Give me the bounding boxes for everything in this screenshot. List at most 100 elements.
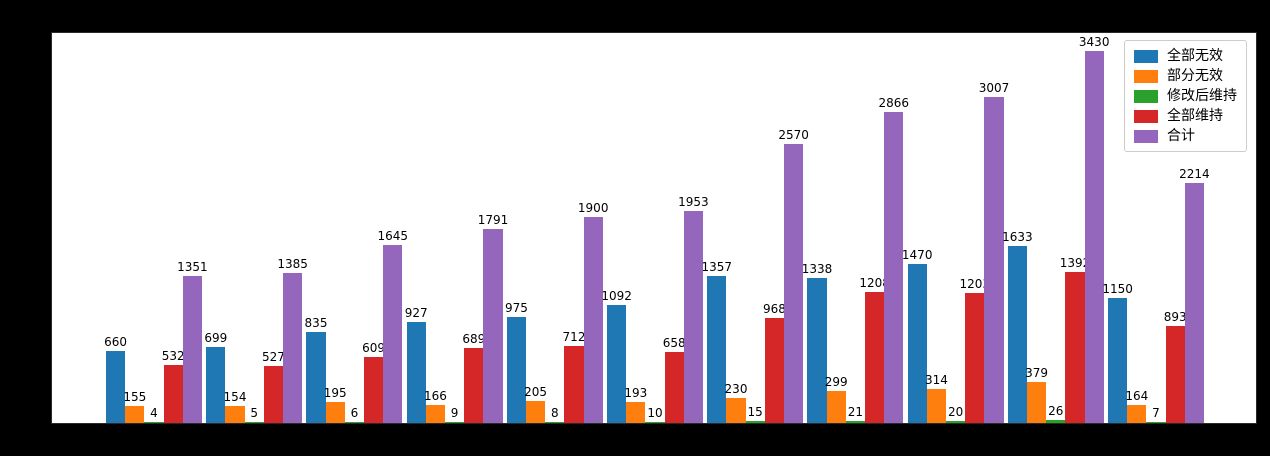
bar-value-label: 26 — [1048, 404, 1064, 419]
bar-value-label: 1470 — [901, 247, 933, 262]
bar — [464, 348, 484, 423]
bar — [144, 422, 164, 423]
bar-value-label: 658 — [662, 335, 686, 350]
bar — [907, 263, 927, 423]
bar — [244, 422, 264, 423]
bar-value-label: 6 — [350, 406, 359, 420]
bar-value-label: 1092 — [601, 288, 632, 303]
bar-value-label: 7 — [1152, 406, 1160, 420]
bar-value-label: 15 — [747, 405, 763, 420]
bar — [306, 332, 326, 423]
bar-value-label: 1645 — [377, 228, 409, 243]
bar — [745, 421, 765, 423]
bar — [263, 365, 283, 423]
legend: 全部无效部分无效修改后维持全部维持合计 — [1124, 40, 1247, 152]
bar — [1065, 272, 1085, 423]
plot-area: 660 155 4 532 1351 699 154 5 527 1385 835 195 6 609 16… — [51, 32, 1257, 424]
bar — [483, 228, 503, 423]
bar — [645, 421, 665, 423]
bar-value-label: 532 — [161, 349, 185, 364]
bar-value-label: 927 — [404, 306, 428, 321]
bar — [1127, 405, 1147, 423]
bar-value-label: 3430 — [1078, 34, 1110, 49]
bar-value-label: 20 — [947, 404, 964, 419]
bar — [683, 211, 703, 423]
bar — [764, 318, 784, 423]
bar — [545, 422, 565, 423]
bar — [344, 422, 364, 423]
bar — [325, 401, 345, 423]
bar-value-label: 1900 — [577, 200, 609, 215]
bar-value-label: 155 — [123, 390, 147, 405]
bar-value-label: 2214 — [1179, 166, 1210, 181]
bar — [1046, 420, 1066, 423]
bar-value-label: 166 — [423, 389, 447, 403]
bar-value-label: 314 — [924, 372, 948, 387]
bar-value-label: 230 — [724, 382, 748, 397]
bar-value-label: 2866 — [878, 96, 910, 111]
bar-value-label: 893 — [1163, 310, 1187, 325]
legend-entry: 全部维持 — [1134, 106, 1237, 126]
bar — [163, 365, 183, 423]
bar-value-label: 9 — [450, 406, 459, 420]
bar-value-label: 3007 — [978, 80, 1010, 95]
legend-entry: 部分无效 — [1134, 66, 1237, 86]
bar — [506, 317, 526, 423]
bar-value-label: 379 — [1025, 365, 1049, 380]
bar-value-label: 299 — [824, 374, 848, 389]
bar-value-label: 195 — [323, 385, 347, 400]
legend-label: 修改后维持 — [1167, 88, 1237, 104]
legend-entry: 合计 — [1134, 126, 1237, 146]
legend-label: 全部维持 — [1167, 108, 1223, 124]
bar-value-label: 1203 — [959, 276, 991, 291]
legend-swatch-icon — [1134, 89, 1158, 103]
bar — [1027, 381, 1047, 423]
bar — [626, 402, 646, 423]
bar — [1146, 422, 1166, 423]
bar-value-label: 689 — [462, 332, 486, 347]
bar-value-label: 2570 — [778, 128, 809, 143]
bar — [425, 405, 445, 423]
bar — [383, 244, 403, 423]
bar-value-label: 660 — [104, 335, 128, 350]
bar — [826, 390, 846, 423]
bar — [707, 275, 727, 423]
bar — [1084, 50, 1104, 423]
bar — [926, 388, 946, 423]
bar-value-label: 1338 — [801, 261, 833, 276]
bar — [807, 277, 827, 423]
legend-swatch-icon — [1134, 49, 1158, 63]
bar — [845, 420, 865, 423]
bar-value-label: 10 — [647, 405, 663, 420]
bar — [406, 322, 426, 423]
bar-value-label: 1953 — [678, 195, 709, 210]
legend-label: 合计 — [1167, 128, 1195, 144]
legend-label: 全部无效 — [1167, 48, 1223, 64]
bar — [1165, 326, 1185, 423]
bar-value-label: 1392 — [1059, 256, 1091, 271]
bar — [364, 356, 384, 423]
legend-label: 部分无效 — [1167, 68, 1223, 84]
legend-swatch-icon — [1134, 109, 1158, 123]
bar-value-label: 1385 — [277, 256, 308, 271]
bar-value-label: 193 — [624, 386, 648, 401]
legend-entry: 修改后维持 — [1134, 86, 1237, 106]
bar-value-label: 8 — [550, 406, 559, 420]
bar-value-label: 205 — [524, 384, 548, 399]
bar — [784, 144, 804, 423]
bar-value-label: 164 — [1125, 389, 1149, 404]
bar-value-label: 4 — [150, 406, 158, 420]
bar — [1184, 182, 1204, 423]
bar-value-label: 968 — [762, 302, 786, 317]
bar-value-label: 5 — [250, 406, 259, 420]
bar — [984, 96, 1004, 423]
bar — [445, 422, 465, 423]
bar — [106, 351, 126, 423]
bar — [206, 347, 226, 423]
bar-value-label: 1791 — [477, 212, 509, 227]
legend-swatch-icon — [1134, 129, 1158, 143]
bar — [1007, 245, 1027, 423]
bar — [526, 400, 546, 423]
bar — [865, 291, 885, 423]
